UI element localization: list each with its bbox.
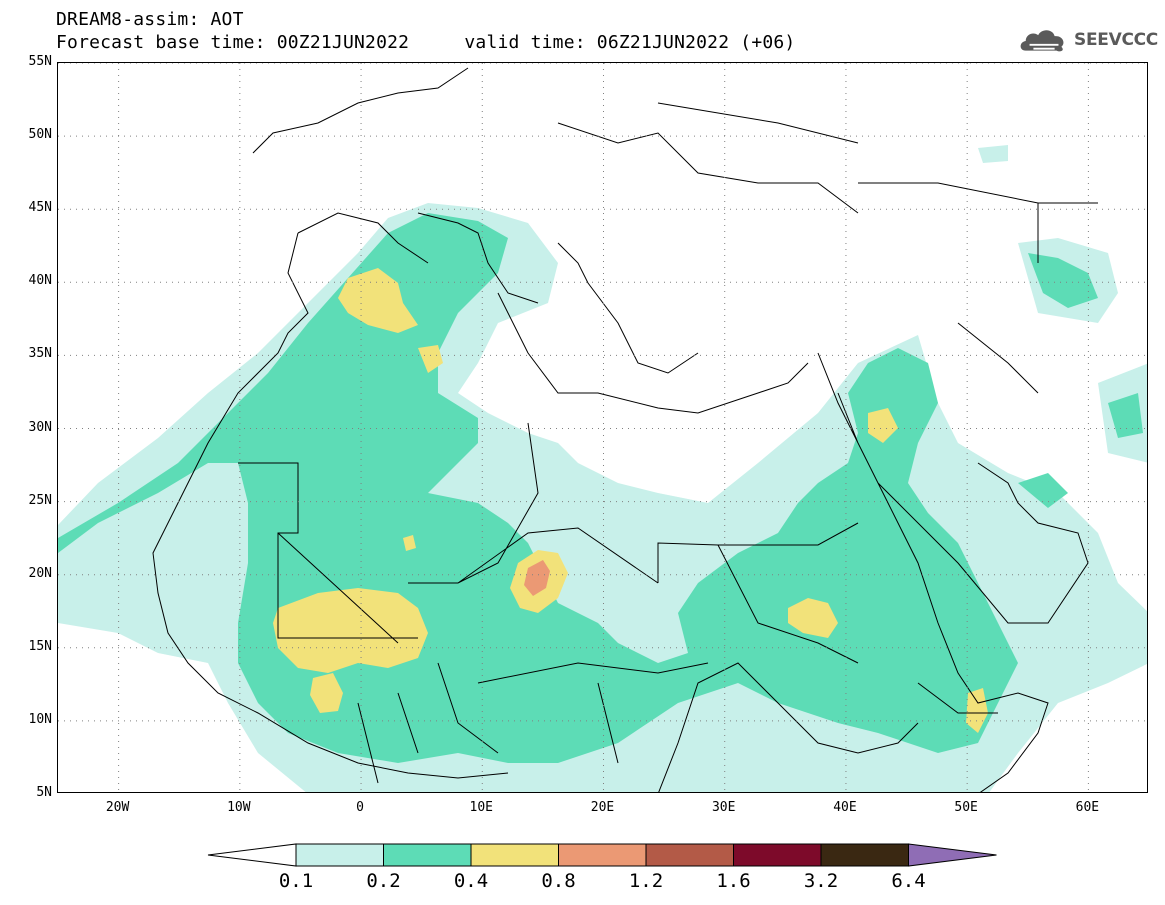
- cloud-icon: [1020, 30, 1064, 52]
- colorbar-box: [383, 843, 472, 867]
- lon-tick-label: 20E: [590, 800, 615, 815]
- lat-tick-label: 15N: [28, 638, 52, 654]
- logo-text: SEEVCCC: [1074, 30, 1158, 50]
- colorbar-box: [733, 843, 822, 867]
- colorbar-box: [645, 843, 734, 867]
- lat-tick-label: 25N: [28, 492, 52, 508]
- colorbar-level-label: 0.8: [541, 870, 576, 892]
- lat-tick-label: 50N: [28, 127, 52, 143]
- map-area: [57, 62, 1148, 793]
- colorbar-level-label: 0.1: [278, 870, 314, 892]
- lat-tick-label: 5N: [36, 785, 52, 800]
- forecast-time-subtitle: Forecast base time: 00Z21JUN2022 valid t…: [56, 32, 796, 53]
- colorbar-level-label: 1.2: [628, 870, 664, 892]
- coastlines: [152, 67, 1098, 792]
- colorbar: [207, 843, 997, 867]
- aot-contour-0.8: [524, 560, 550, 596]
- lon-tick-label: 40E: [833, 800, 857, 815]
- colorbar-upper-extension: [908, 843, 997, 867]
- lon-tick-label: 20W: [105, 800, 130, 815]
- colorbar-level-label: 0.2: [366, 870, 401, 892]
- lon-tick-label: 10E: [469, 800, 493, 815]
- lon-tick-label: 10W: [227, 800, 251, 815]
- colorbar-box: [295, 843, 384, 867]
- lat-tick-label: 10N: [28, 711, 52, 727]
- lat-tick-label: 40N: [28, 273, 52, 289]
- lon-tick-label: 30E: [711, 800, 736, 815]
- colorbar-level-label: 6.4: [891, 870, 926, 892]
- lat-tick-label: 45N: [28, 200, 52, 216]
- colorbar-level-label: 3.2: [803, 870, 839, 892]
- colorbar-lower-extension: [207, 843, 297, 867]
- colorbar-box: [470, 843, 559, 867]
- lat-tick-label: 35N: [28, 346, 52, 362]
- colorbar-box: [820, 843, 909, 867]
- lat-tick-label: 20N: [28, 565, 52, 581]
- seevccc-logo: SEEVCCC: [1018, 24, 1158, 56]
- map-title: DREAM8-assim: AOT: [56, 9, 244, 30]
- lat-tick-label: 30N: [28, 419, 52, 435]
- lon-tick-label: 0: [356, 800, 364, 815]
- colorbar-level-label: 1.6: [716, 870, 751, 892]
- colorbar-box: [558, 843, 647, 867]
- lat-tick-label: 55N: [28, 54, 52, 69]
- aot-map: [58, 63, 1147, 792]
- lon-tick-label: 50E: [954, 800, 978, 815]
- colorbar-level-label: 0.4: [453, 870, 489, 892]
- lon-tick-label: 60E: [1075, 800, 1100, 815]
